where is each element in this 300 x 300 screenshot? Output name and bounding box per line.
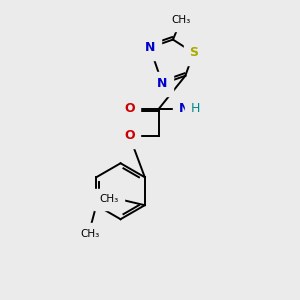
Text: CH₃: CH₃ (81, 229, 100, 239)
Text: H: H (191, 102, 200, 115)
Text: N: N (157, 77, 168, 90)
Text: CH₃: CH₃ (171, 15, 190, 26)
Text: O: O (124, 102, 135, 115)
Text: O: O (124, 129, 135, 142)
Text: N: N (179, 102, 189, 115)
Text: CH₃: CH₃ (99, 194, 118, 204)
Text: N: N (145, 41, 155, 54)
Text: S: S (189, 46, 198, 59)
